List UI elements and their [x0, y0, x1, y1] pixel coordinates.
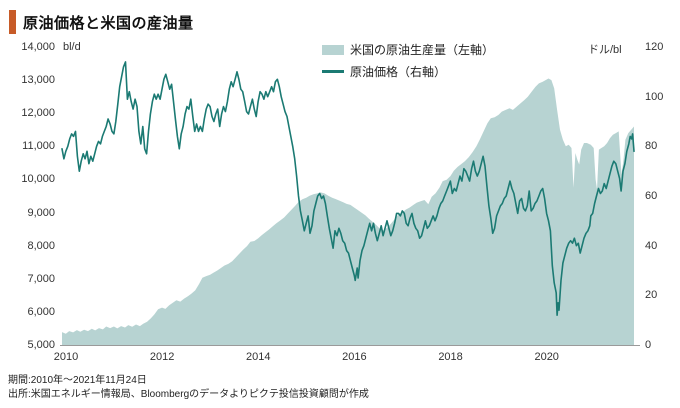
production-area-series — [62, 78, 634, 345]
area-swatch-icon — [322, 44, 344, 55]
x-axis-tick: 2012 — [149, 351, 175, 363]
legend: 米国の原油生産量（左軸） 原油価格（右軸） — [322, 41, 494, 80]
footer-source: 出所:米国エネルギー情報局、Bloombergのデータよりピクテ投信投資顧問が作… — [8, 389, 369, 400]
y-axis-right-tick: 100 — [645, 90, 664, 103]
price-line-series — [61, 61, 635, 316]
x-axis-tick: 2014 — [246, 351, 271, 363]
chart-footer: 期間:2010年～2021年11月24日 出所:米国エネルギー情報局、Bloom… — [8, 374, 369, 402]
y-axis-right-tick: 60 — [645, 190, 658, 202]
legend-label-production: 米国の原油生産量（左軸） — [350, 43, 495, 57]
y-axis-right-tick: 20 — [645, 289, 658, 302]
x-axis-tick: 2010 — [53, 351, 79, 363]
y-axis-left-tick: 8,000 — [27, 239, 55, 252]
page-title: 原油価格と米国の産油量 — [23, 14, 194, 32]
y-axis-left-tick: 11,000 — [22, 140, 55, 153]
legend-item-price: 原油価格（右軸） — [322, 63, 494, 80]
y-axis-left-tick: 9,000 — [27, 206, 55, 219]
line-swatch-icon — [322, 70, 344, 73]
chart-header: 原油価格と米国の産油量 — [9, 10, 194, 34]
x-axis-tick: 2020 — [534, 351, 559, 363]
y-axis-left-tick: 14,000 — [21, 41, 55, 53]
title-accent-bar — [9, 10, 16, 34]
y-axis-left-tick: 5,000 — [27, 339, 55, 351]
right-axis-unit: ドル/bl — [588, 44, 622, 56]
y-axis-right-tick: 0 — [645, 339, 652, 351]
y-axis-left-tick: 7,000 — [27, 272, 55, 285]
y-axis-right-tick: 120 — [645, 41, 664, 53]
legend-label-price: 原油価格（右軸） — [350, 65, 447, 79]
footer-period: 期間:2010年～2021年11月24日 — [8, 375, 147, 386]
left-axis-unit: bl/d — [63, 41, 81, 53]
legend-item-production: 米国の原油生産量（左軸） — [322, 41, 494, 58]
y-axis-left-tick: 10,000 — [21, 173, 55, 186]
y-axis-right-tick: 80 — [645, 140, 658, 153]
y-axis-left-tick: 12,000 — [21, 107, 55, 120]
x-axis-tick: 2016 — [342, 351, 367, 363]
y-axis-left-tick: 13,000 — [21, 74, 55, 87]
x-axis-tick: 2018 — [438, 351, 463, 363]
y-axis-left-tick: 6,000 — [27, 305, 55, 318]
y-axis-right-tick: 40 — [645, 239, 658, 252]
